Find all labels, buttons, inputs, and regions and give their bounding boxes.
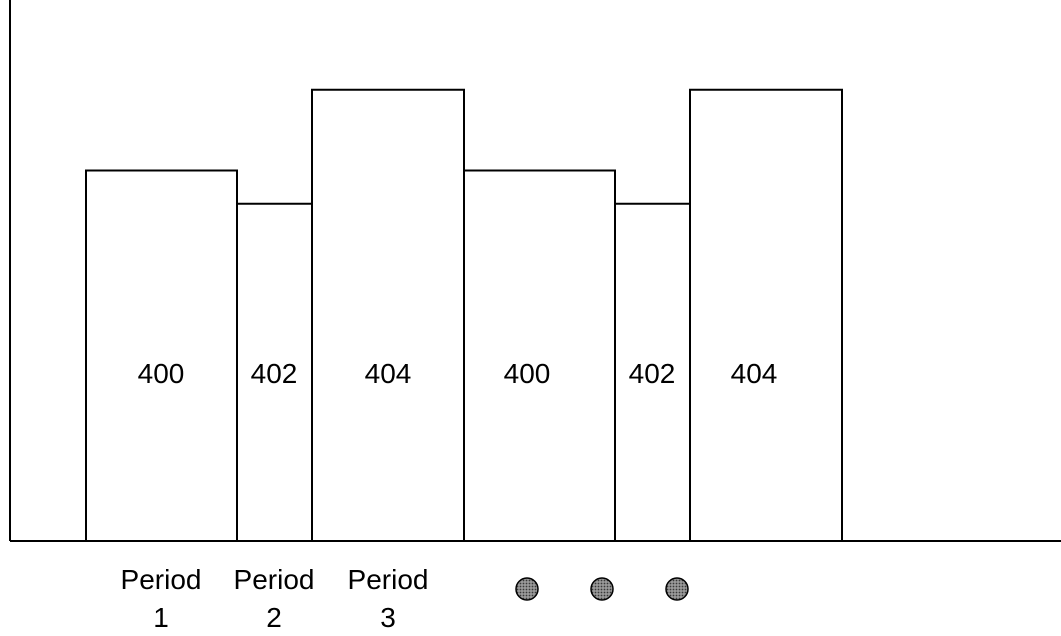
bar-3-rect <box>311 88 465 542</box>
period-label-3-word: Period <box>348 564 429 595</box>
bar-6-label: 404 <box>731 358 778 389</box>
ellipsis-dot-3 <box>665 577 689 601</box>
period-label-1-number: 1 <box>153 602 169 633</box>
bar-1-rect <box>85 169 238 542</box>
bar-5-rect <box>614 202 691 542</box>
continuation-ellipsis <box>515 577 689 601</box>
bar-1-label: 400 <box>138 358 185 389</box>
period-label-2-word: Period <box>234 564 315 595</box>
period-label-1: Period 1 <box>121 564 202 633</box>
bar-6-rect <box>689 88 843 542</box>
bar-4-label: 400 <box>504 358 551 389</box>
bar-3: 404 <box>311 88 465 542</box>
bar-5-label: 402 <box>629 358 676 389</box>
bar-3-label: 404 <box>365 358 412 389</box>
bar-5: 402 <box>614 202 691 542</box>
bar-4: 400 <box>463 169 616 542</box>
bar-2-label: 402 <box>251 358 298 389</box>
bar-6: 404 <box>689 88 843 542</box>
period-label-3-number: 3 <box>380 602 396 633</box>
bar-4-rect <box>463 169 616 542</box>
ellipsis-dot-1 <box>515 577 539 601</box>
bar-2: 402 <box>236 202 313 542</box>
period-label-2: Period 2 <box>234 564 315 633</box>
period-label-2-number: 2 <box>266 602 282 633</box>
period-label-1-word: Period <box>121 564 202 595</box>
bars: 400 402 404 400 402 404 <box>85 88 843 542</box>
bar-1: 400 <box>85 169 238 542</box>
ellipsis-dot-2 <box>590 577 614 601</box>
period-label-3: Period 3 <box>348 564 429 633</box>
